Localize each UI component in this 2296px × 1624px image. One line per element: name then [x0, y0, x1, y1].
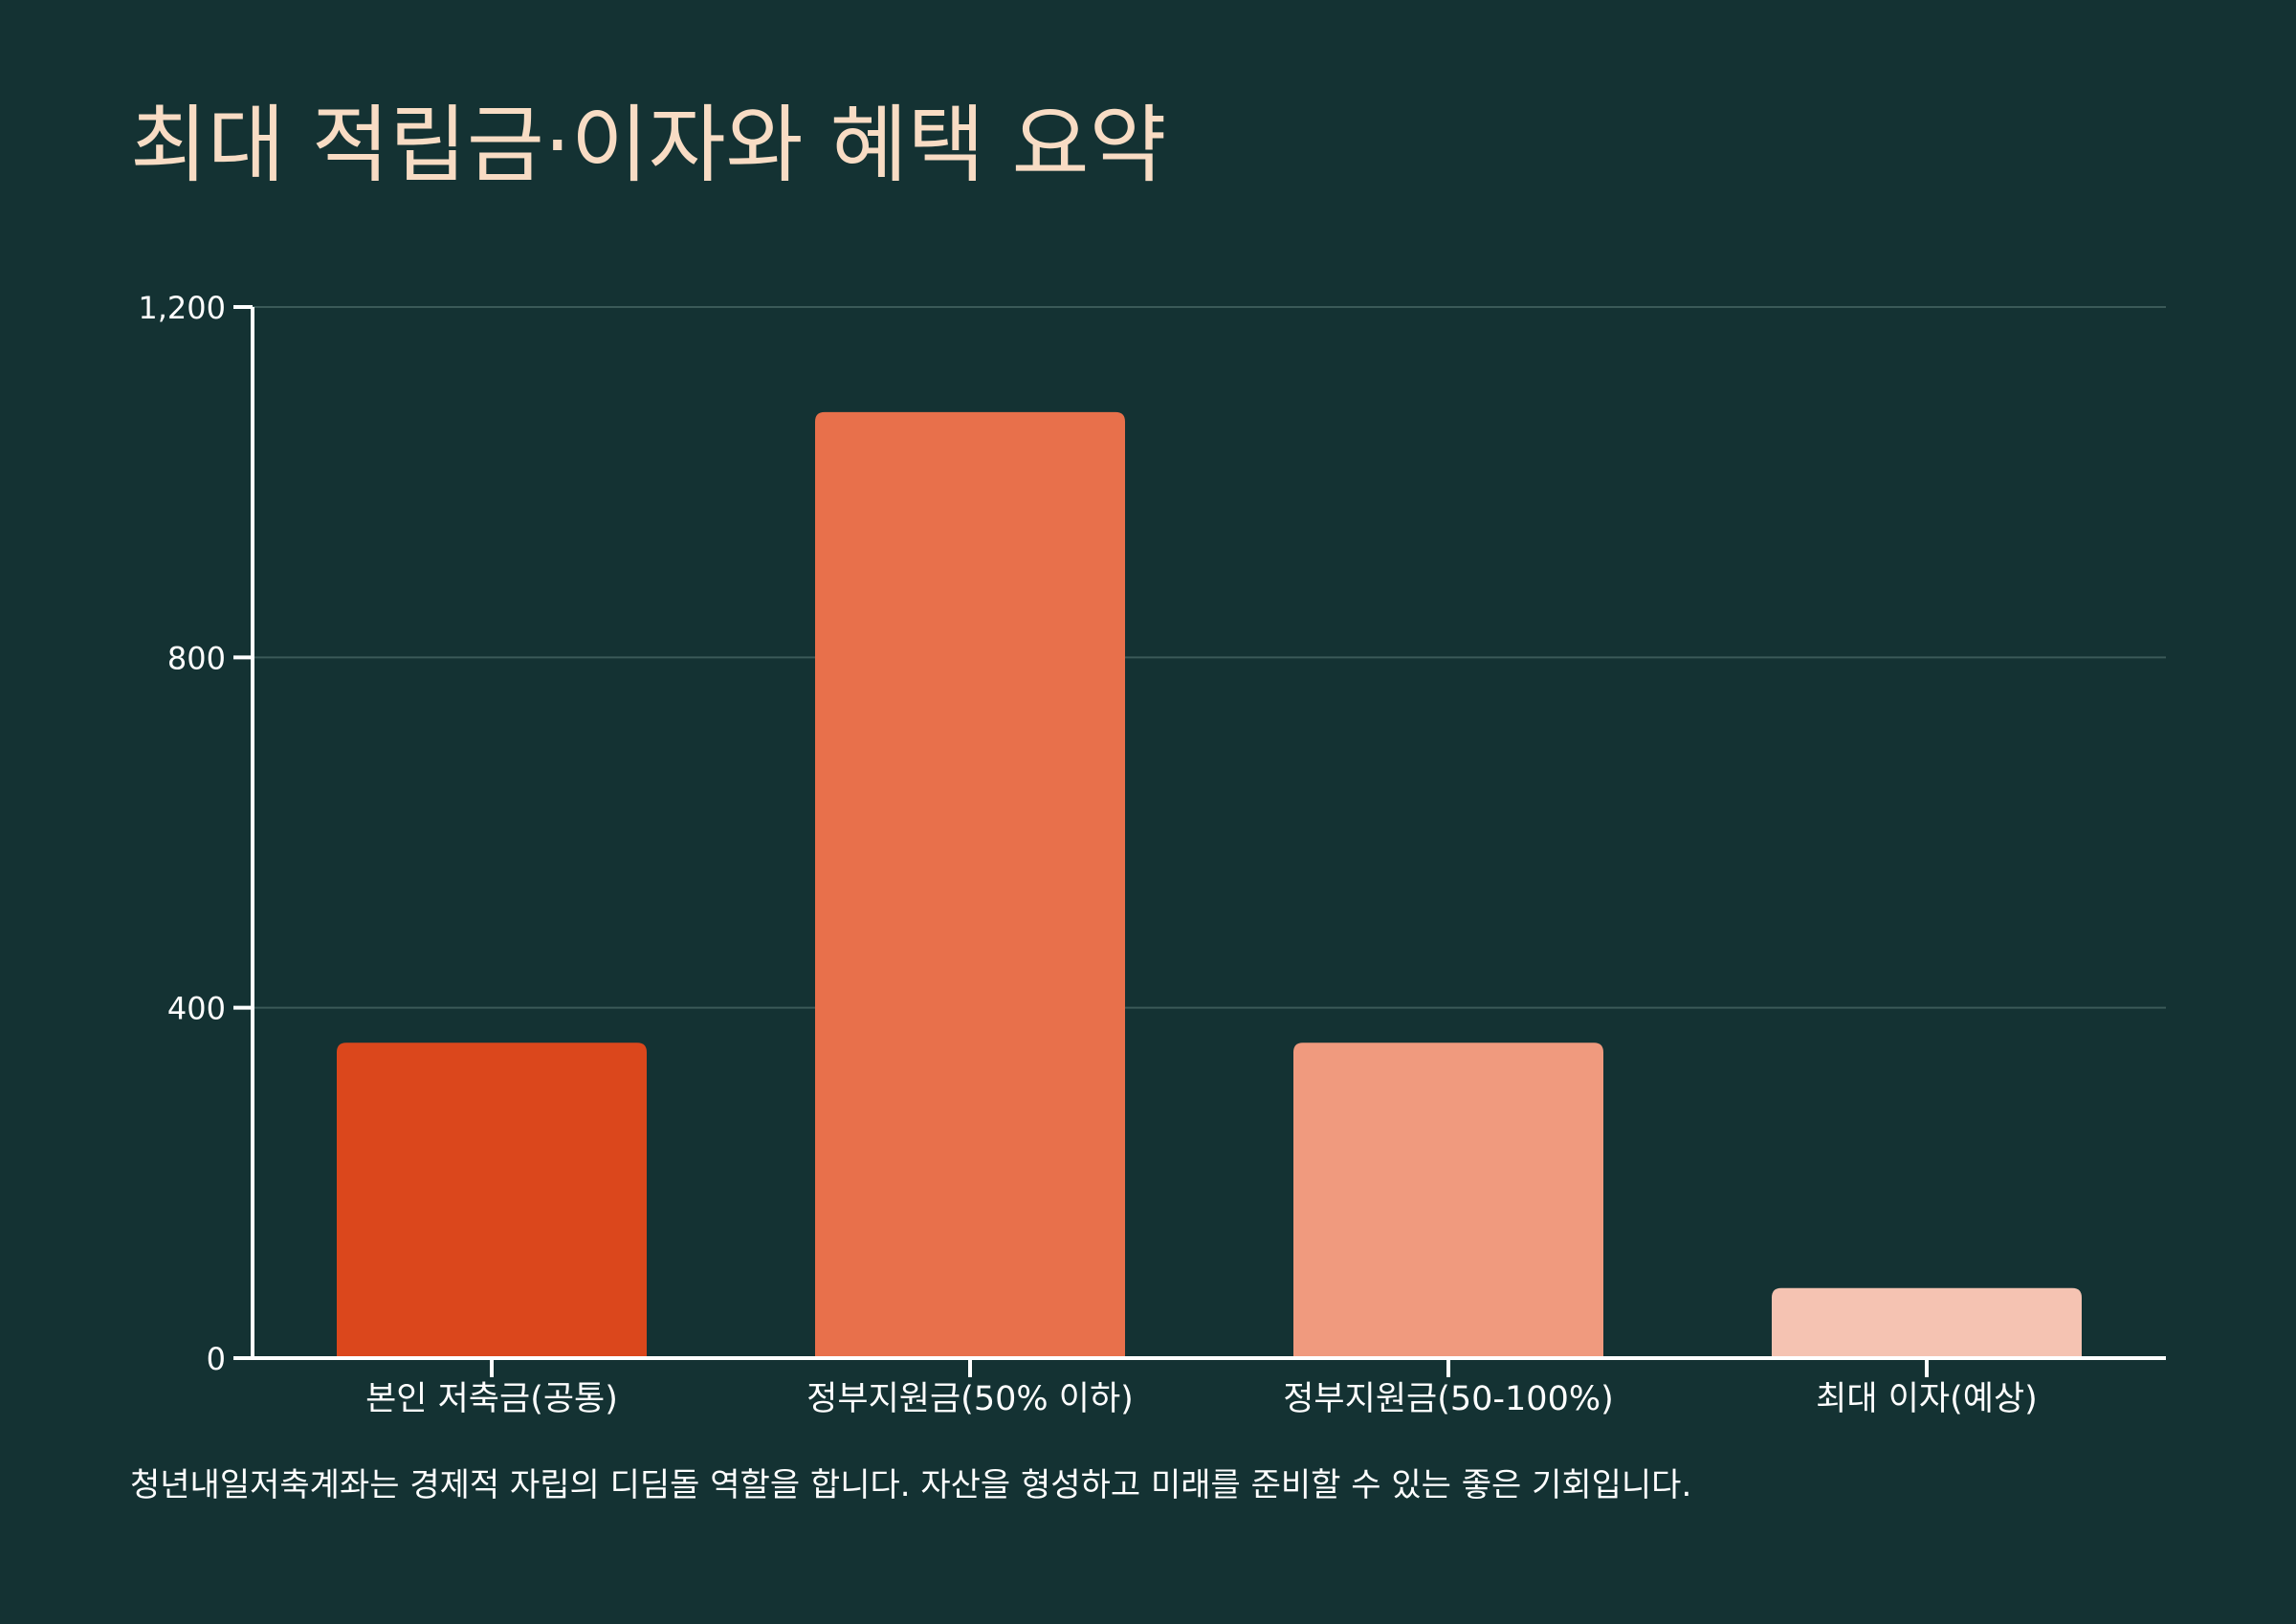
x-tick-label: 정부지원금(50-100%) — [1283, 1380, 1614, 1418]
y-tick-label: 800 — [167, 640, 226, 676]
y-tick-label: 1,200 — [138, 290, 226, 326]
x-tick-label: 정부지원금(50% 이하) — [806, 1380, 1134, 1418]
bar — [337, 1042, 647, 1358]
bar — [1772, 1287, 2082, 1358]
bar — [1293, 1042, 1603, 1358]
y-tick-label: 0 — [207, 1341, 226, 1377]
y-tick-label: 400 — [167, 991, 226, 1027]
x-tick-label: 최대 이자(예상) — [1816, 1380, 2038, 1418]
x-tick-label: 본인 저축금(공통) — [365, 1380, 618, 1418]
bars — [337, 411, 2082, 1358]
tick-labels: 0 400 800 1,200 본인 저축금(공통) 정부지원금(50% 이하) 정부지원금… — [138, 290, 2037, 1418]
bar — [815, 411, 1125, 1358]
chart-title: 최대 적립금·이자와 혜택 요약 — [130, 96, 1167, 194]
gridlines — [253, 306, 2166, 1009]
chart-caption: 청년내일저축계좌는 경제적 자립의 디딤돌 역할을 합니다. 자산을 형성하고 … — [130, 1466, 1692, 1504]
axes — [233, 305, 2166, 1377]
